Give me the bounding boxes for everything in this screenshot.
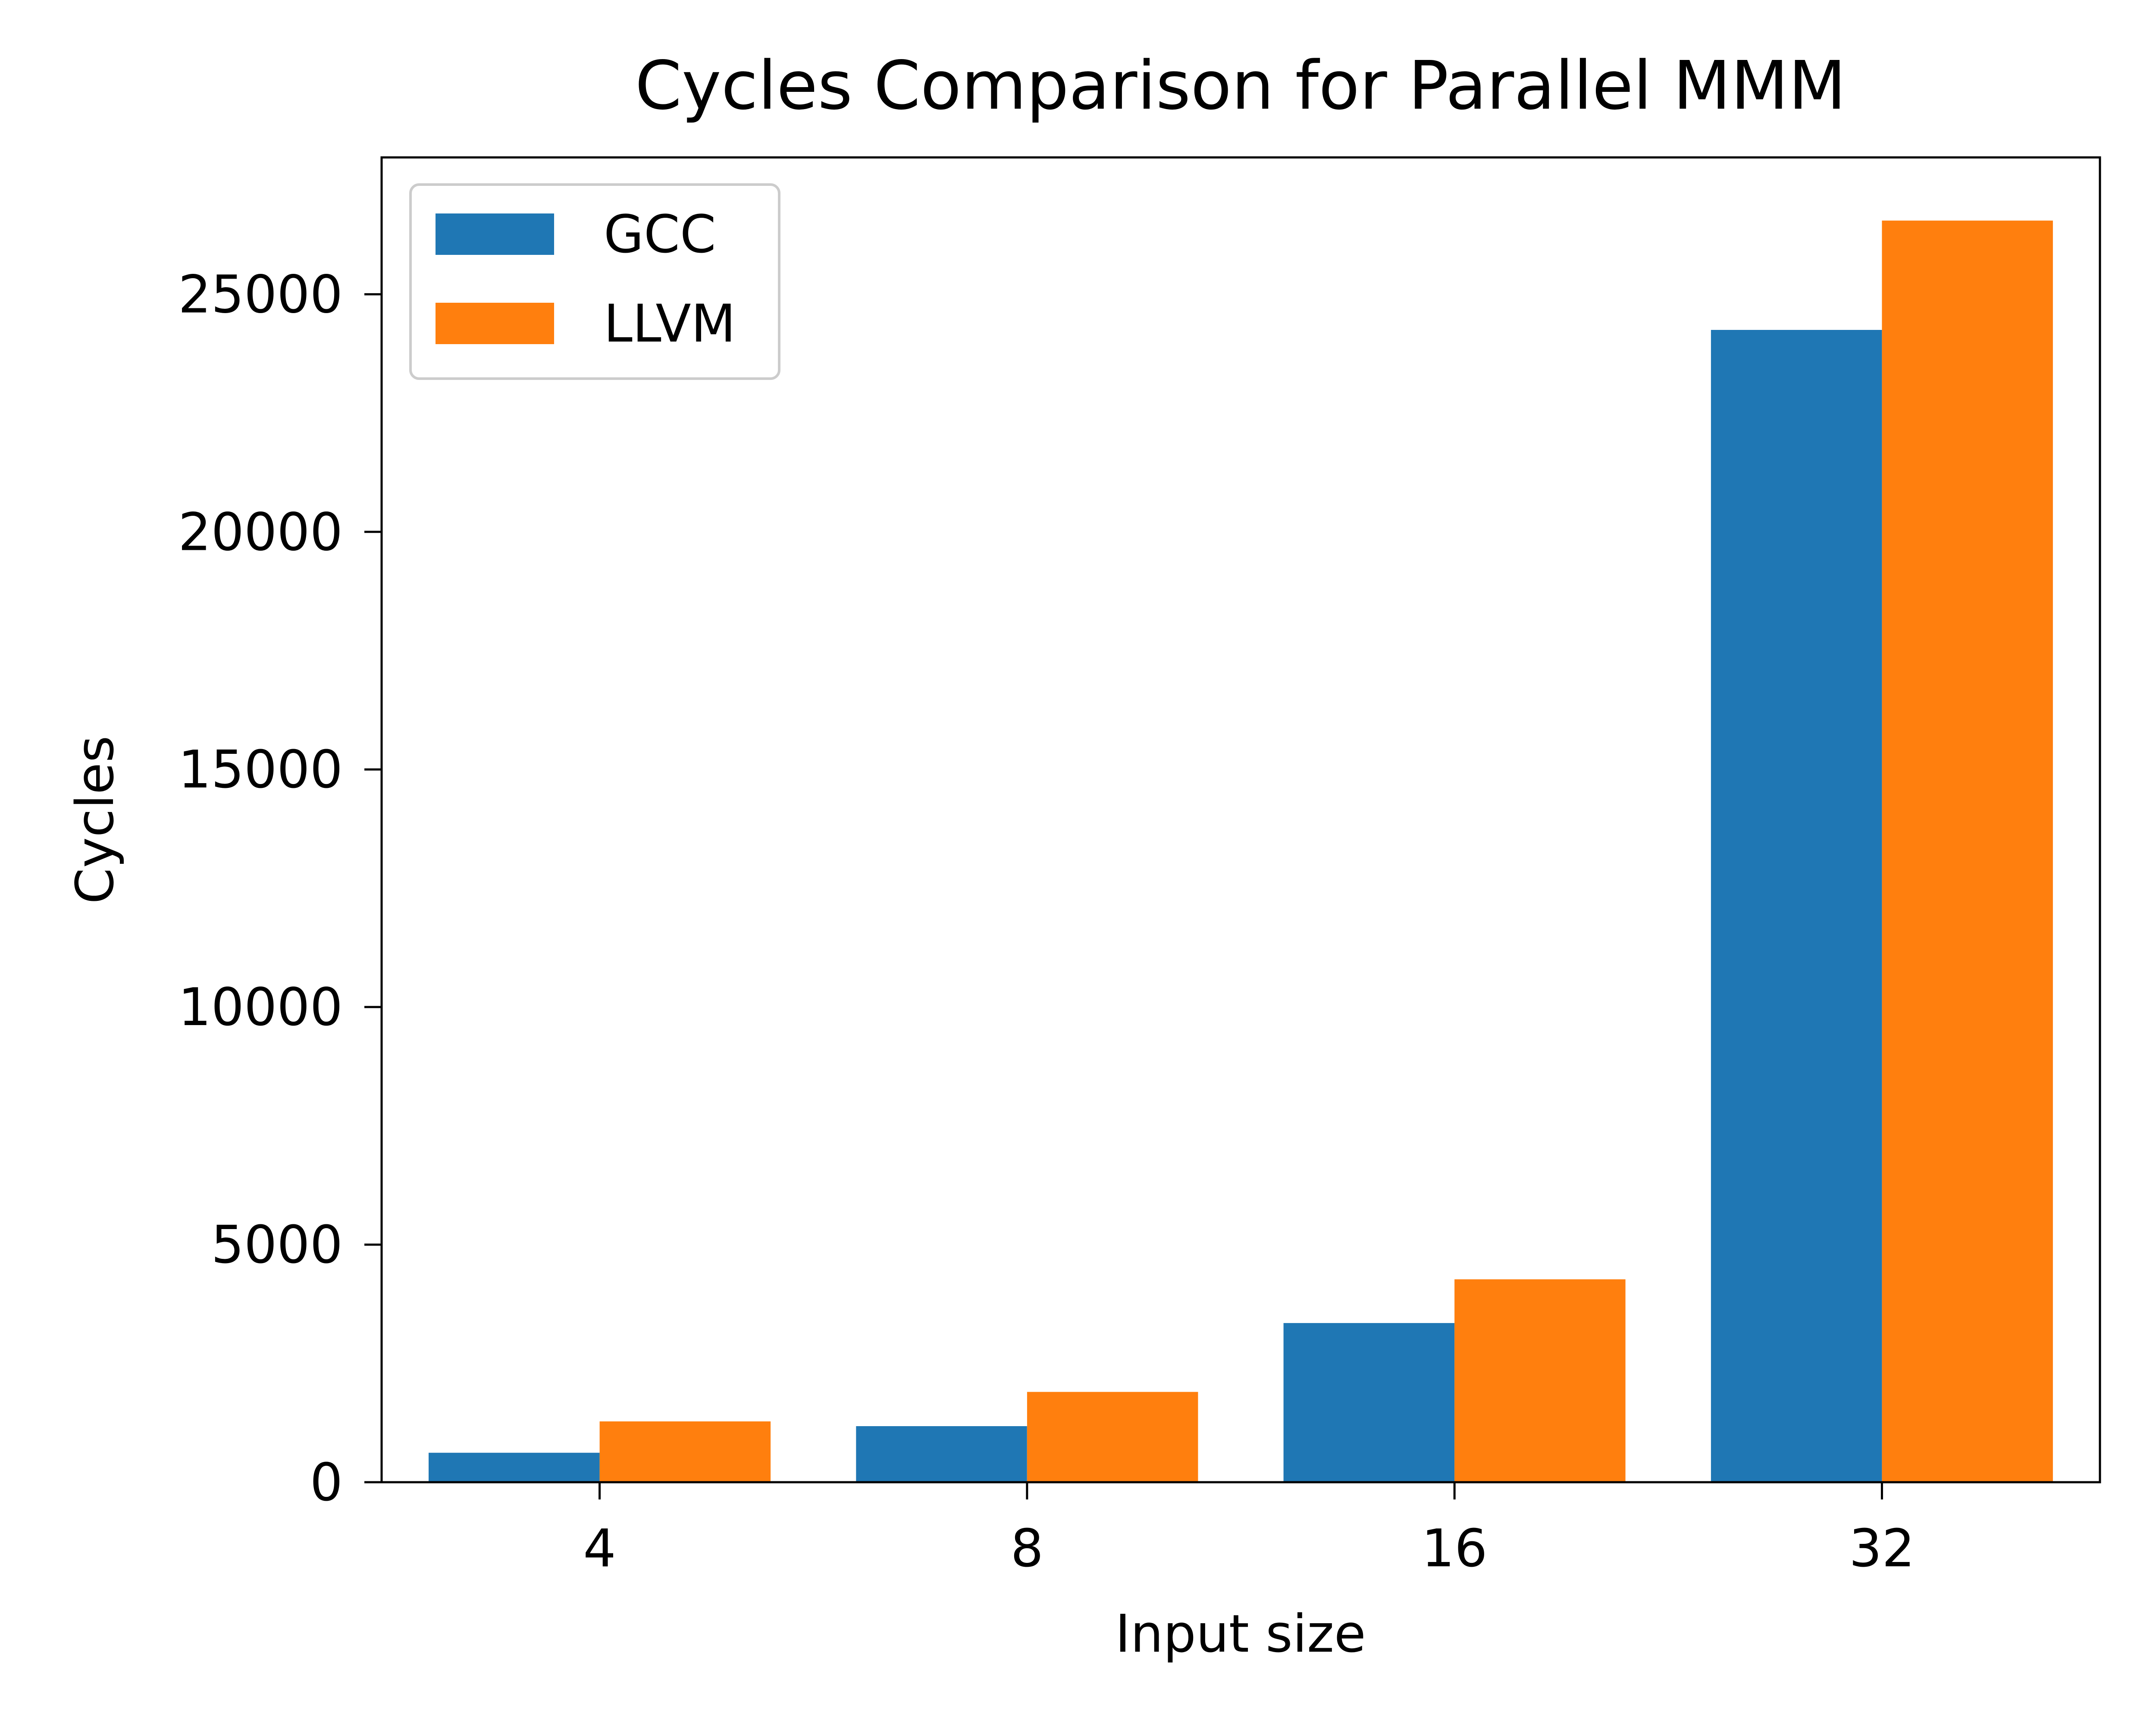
- y-axis: 0 5000 10000 15000 20000 25000: [178, 265, 382, 1513]
- y-tick-label: 5000: [211, 1215, 343, 1275]
- x-tick-label: 16: [1422, 1519, 1488, 1579]
- x-axis-label: Input size: [1115, 1604, 1366, 1664]
- y-axis-label: Cycles: [66, 736, 125, 904]
- bar-llvm-32: [1882, 220, 2053, 1482]
- chart-title: Cycles Comparison for Parallel MMM: [635, 47, 1846, 125]
- y-tick-label: 0: [310, 1453, 343, 1513]
- legend: GCC LLVM: [409, 183, 780, 380]
- bar-gcc-4: [429, 1452, 600, 1482]
- legend-label-gcc: GCC: [604, 205, 716, 265]
- bar-gcc-32: [1711, 330, 1882, 1482]
- y-tick-label: 25000: [178, 265, 343, 325]
- x-tick-label: 4: [583, 1519, 616, 1579]
- legend-swatch-gcc: [436, 213, 554, 255]
- bar-llvm-8: [1027, 1392, 1198, 1482]
- legend-label-llvm: LLVM: [604, 294, 736, 354]
- plot-frame: [380, 156, 2101, 1484]
- x-tick-label: 8: [1011, 1519, 1044, 1579]
- y-tick-label: 15000: [178, 740, 343, 800]
- bar-gcc-8: [856, 1426, 1027, 1482]
- bar-llvm-4: [599, 1421, 771, 1482]
- legend-swatch-llvm: [436, 303, 554, 344]
- bar-gcc-16: [1283, 1323, 1455, 1482]
- x-axis: 4 8 16 32: [583, 1482, 1915, 1579]
- x-tick-label: 32: [1849, 1519, 1915, 1579]
- y-tick-label: 10000: [178, 978, 343, 1038]
- bars-layer: [429, 220, 2053, 1482]
- y-tick-label: 20000: [178, 502, 343, 562]
- bar-llvm-16: [1454, 1279, 1626, 1482]
